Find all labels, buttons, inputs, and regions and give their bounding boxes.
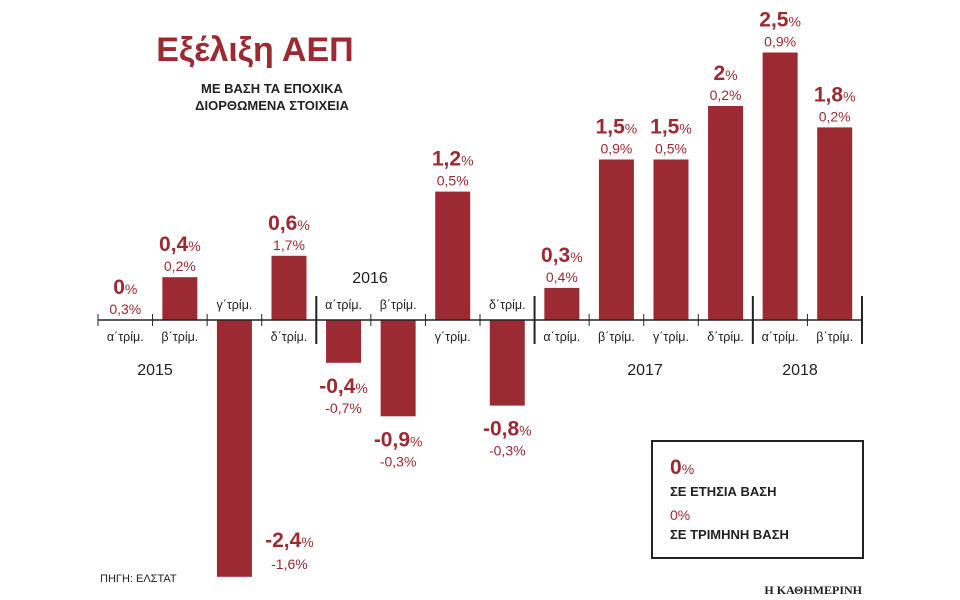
legend-quarterly-label: ΣΕ ΤΡΙΜΗΝΗ ΒΑΣΗ — [670, 527, 789, 542]
annual-value-label: 1,5% — [650, 116, 692, 139]
tick-label: δ΄τρίμ. — [489, 298, 526, 312]
quarterly-value-label: -0,7% — [325, 400, 362, 416]
bar — [762, 52, 798, 320]
tick-label: δ΄τρίμ. — [271, 330, 308, 344]
annual-value-label: 1,5% — [596, 116, 638, 139]
bar — [653, 159, 689, 320]
tick-label: β΄τρίμ. — [598, 330, 635, 344]
annual-value-label: 0,6% — [268, 212, 310, 235]
bar — [489, 320, 525, 406]
annual-value-label: -0,8% — [483, 418, 532, 441]
tick-label: α΄τρίμ. — [325, 298, 362, 312]
annual-value-label: 0,4% — [159, 233, 201, 256]
annual-value-label: 0,3% — [541, 244, 583, 267]
annual-value-label: 2,5% — [759, 9, 801, 32]
annual-value-label: 0% — [113, 276, 137, 299]
chart-subtitle-1: ΜΕ ΒΑΣΗ ΤΑ ΕΠΟΧΙΚΑ — [201, 81, 344, 96]
chart-subtitle-2: ΔΙΟΡΘΩΜΕΝΑ ΣΤΟΙΧΕΙΑ — [195, 98, 349, 113]
tick-label: α΄τρίμ. — [762, 330, 799, 344]
quarterly-value-label: 1,7% — [273, 237, 305, 253]
tick-label: γ΄τρίμ. — [435, 330, 471, 344]
year-label: 2017 — [627, 362, 663, 379]
chart-title: Εξέλιξη ΑΕΠ — [156, 31, 353, 69]
tick-label: α΄τρίμ. — [107, 330, 144, 344]
quarterly-value-label: -1,6% — [271, 556, 308, 572]
tick-label: β΄τρίμ. — [380, 298, 417, 312]
annual-value-label: -0,4% — [319, 375, 368, 398]
tick-label: γ΄τρίμ. — [653, 330, 689, 344]
publisher-logo: Η ΚΑΘΗΜΕΡΙΝΗ — [764, 583, 862, 597]
bar — [708, 106, 744, 320]
year-label: 2016 — [352, 270, 388, 287]
year-label: 2015 — [137, 362, 173, 379]
source-note: ΠΗΓΗ: ΕΛΣΤΑΤ — [100, 573, 177, 585]
tick-label: δ΄τρίμ. — [707, 330, 744, 344]
quarterly-value-label: 0,3% — [109, 301, 141, 317]
year-label: 2018 — [782, 362, 818, 379]
quarterly-value-label: 0,9% — [764, 34, 796, 50]
annual-value-label: 1,8% — [814, 83, 856, 106]
bar — [544, 287, 580, 320]
quarterly-value-label: 0,5% — [655, 141, 687, 157]
legend-box — [651, 440, 864, 559]
quarterly-value-label: 0,2% — [819, 108, 851, 124]
bar — [162, 277, 198, 320]
bar — [598, 159, 634, 320]
legend-small-value: 0% — [670, 507, 690, 523]
quarterly-value-label: 0,2% — [710, 87, 742, 103]
annual-value-label: -0,9% — [374, 428, 423, 451]
annual-value-label: -2,4% — [265, 529, 314, 552]
quarterly-value-label: 0,9% — [600, 141, 632, 157]
annual-value-label: 1,2% — [432, 148, 474, 171]
bar — [326, 320, 362, 363]
tick-label: α΄τρίμ. — [543, 330, 580, 344]
quarterly-value-label: 0,2% — [164, 258, 196, 274]
tick-label: β΄τρίμ. — [161, 330, 198, 344]
quarterly-value-label: 0,4% — [546, 269, 578, 285]
bar — [817, 127, 853, 321]
legend-big-value: 0% — [670, 456, 694, 479]
tick-label: β΄τρίμ. — [816, 330, 853, 344]
quarterly-value-label: 0,5% — [437, 173, 469, 189]
legend-annual-label: ΣΕ ΕΤΗΣΙΑ ΒΑΣΗ — [670, 484, 776, 499]
bar — [435, 191, 471, 320]
bar — [380, 320, 416, 417]
bar — [271, 255, 307, 320]
annual-value-label: 2% — [713, 62, 737, 85]
tick-label: γ΄τρίμ. — [216, 298, 252, 312]
quarterly-value-label: -0,3% — [380, 453, 417, 469]
quarterly-value-label: -0,3% — [489, 443, 526, 459]
bar — [216, 320, 252, 577]
